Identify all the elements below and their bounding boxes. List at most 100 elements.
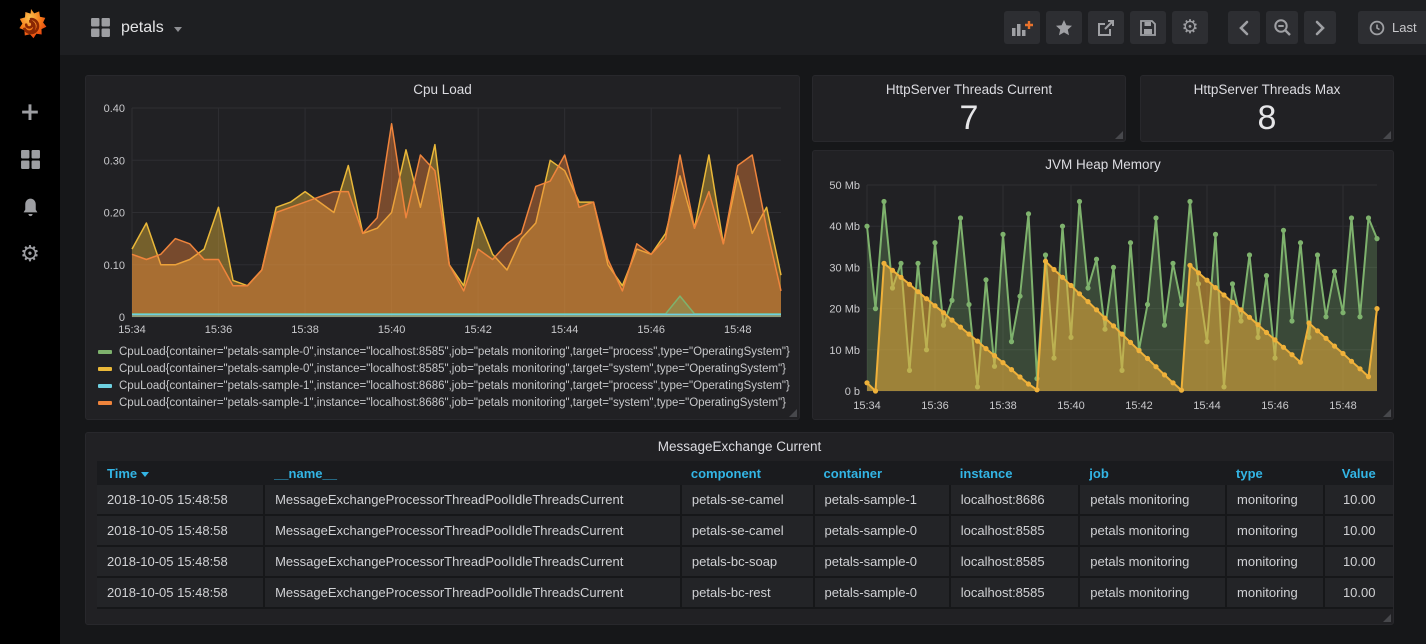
svg-text:0.30: 0.30 <box>104 155 125 167</box>
jvm-heap-chart[interactable]: 0 b10 Mb20 Mb30 Mb40 Mb50 Mb15:3415:3615… <box>821 177 1387 415</box>
column-header-type[interactable]: type <box>1226 461 1324 485</box>
panel-title-jvm-heap[interactable]: JVM Heap Memory <box>813 151 1393 177</box>
table-cell: monitoring <box>1226 515 1324 546</box>
panel-resize-handle[interactable] <box>1115 131 1123 139</box>
dashboards-grid-icon[interactable] <box>10 146 50 172</box>
star-button[interactable] <box>1046 11 1082 44</box>
sort-desc-icon <box>141 472 149 477</box>
legend-label: CpuLoad{container="petals-sample-0",inst… <box>119 346 790 358</box>
dashboard-title[interactable]: petals <box>121 19 164 37</box>
column-header-container[interactable]: container <box>814 461 950 485</box>
legend-swatch-icon <box>98 401 112 405</box>
threads-current-panel: HttpServer Threads Current 7 <box>812 75 1126 142</box>
svg-text:20 Mb: 20 Mb <box>829 304 860 316</box>
svg-text:15:40: 15:40 <box>378 324 406 336</box>
svg-text:0: 0 <box>119 312 125 324</box>
svg-text:15:40: 15:40 <box>1057 400 1085 412</box>
time-range-label: Last <box>1392 20 1417 35</box>
svg-text:0 b: 0 b <box>845 386 860 398</box>
svg-text:15:42: 15:42 <box>464 324 492 336</box>
move-back-button[interactable] <box>1228 11 1260 44</box>
legend-item[interactable]: CpuLoad{container="petals-sample-1",inst… <box>98 394 799 411</box>
legend-swatch-icon <box>98 367 112 371</box>
column-header-instance[interactable]: instance <box>950 461 1080 485</box>
sidebar: +⚙ <box>0 0 60 644</box>
table-cell: monitoring <box>1226 546 1324 577</box>
alerting-bell-icon[interactable] <box>10 194 50 220</box>
cpu-load-panel: Cpu Load 00.100.200.300.4015:3415:3615:3… <box>85 75 800 420</box>
table-cell: MessageExchangeProcessorThreadPoolIdleTh… <box>264 546 681 577</box>
panel-resize-handle[interactable] <box>1383 614 1391 622</box>
table-cell: petals monitoring <box>1079 577 1226 608</box>
table-cell: petals-bc-soap <box>681 546 814 577</box>
table-cell: 2018-10-05 15:48:58 <box>97 546 264 577</box>
move-forward-button[interactable] <box>1304 11 1336 44</box>
settings-button[interactable]: ⚙ <box>1172 11 1208 44</box>
panel-resize-handle[interactable] <box>789 409 797 417</box>
svg-text:15:48: 15:48 <box>1329 400 1357 412</box>
panel-resize-handle[interactable] <box>1383 409 1391 417</box>
svg-text:15:44: 15:44 <box>1193 400 1221 412</box>
table-cell: monitoring <box>1226 577 1324 608</box>
table-cell: petals monitoring <box>1079 546 1226 577</box>
settings-gear-icon[interactable]: ⚙ <box>10 242 50 268</box>
threads-current-value: 7 <box>813 100 1125 136</box>
threads-max-panel: HttpServer Threads Max 8 <box>1140 75 1394 142</box>
save-button[interactable] <box>1130 11 1166 44</box>
time-range-button[interactable]: Last <box>1358 11 1426 44</box>
svg-text:15:36: 15:36 <box>205 324 233 336</box>
table-cell: petals-sample-0 <box>814 546 950 577</box>
svg-text:0.40: 0.40 <box>104 103 125 115</box>
column-header-time[interactable]: Time <box>97 461 264 485</box>
grafana-logo-icon[interactable] <box>13 8 49 46</box>
svg-text:10 Mb: 10 Mb <box>829 345 860 357</box>
legend-item[interactable]: CpuLoad{container="petals-sample-0",inst… <box>98 360 799 377</box>
table-cell: petals-se-camel <box>681 515 814 546</box>
table-cell: petals-sample-0 <box>814 515 950 546</box>
table-cell: petals-sample-0 <box>814 577 950 608</box>
legend-swatch-icon <box>98 384 112 388</box>
table-cell: localhost:8585 <box>950 515 1080 546</box>
svg-text:50 Mb: 50 Mb <box>829 180 860 192</box>
share-button[interactable] <box>1088 11 1124 44</box>
table-row: 2018-10-05 15:48:58MessageExchangeProces… <box>97 485 1393 515</box>
table-cell: petals-se-camel <box>681 485 814 515</box>
table-cell: monitoring <box>1226 485 1324 515</box>
column-header-value[interactable]: Value <box>1324 461 1393 485</box>
svg-text:15:48: 15:48 <box>724 324 752 336</box>
svg-text:0.10: 0.10 <box>104 260 125 272</box>
message-exchange-panel: MessageExchange Current Time__name__comp… <box>85 432 1394 625</box>
navbar: petals ⚙ Last <box>60 0 1426 55</box>
table-cell: 10.00 <box>1324 546 1393 577</box>
svg-text:15:46: 15:46 <box>1261 400 1289 412</box>
column-header-component[interactable]: component <box>681 461 814 485</box>
legend-label: CpuLoad{container="petals-sample-1",inst… <box>119 380 790 392</box>
table-cell: petals-sample-1 <box>814 485 950 515</box>
table-cell: 2018-10-05 15:48:58 <box>97 485 264 515</box>
dashboard-grid-icon <box>90 17 111 38</box>
table-cell: petals monitoring <box>1079 515 1226 546</box>
svg-text:40 Mb: 40 Mb <box>829 221 860 233</box>
svg-text:15:34: 15:34 <box>853 400 881 412</box>
legend-item[interactable]: CpuLoad{container="petals-sample-1",inst… <box>98 377 799 394</box>
cpu-load-chart[interactable]: 00.100.200.300.4015:3415:3615:3815:4015:… <box>94 102 793 339</box>
legend-item[interactable]: CpuLoad{container="petals-sample-0",inst… <box>98 343 799 360</box>
table-cell: 10.00 <box>1324 577 1393 608</box>
table-row: 2018-10-05 15:48:58MessageExchangeProces… <box>97 515 1393 546</box>
panel-title-cpu-load[interactable]: Cpu Load <box>86 76 799 102</box>
panel-title-message-exchange[interactable]: MessageExchange Current <box>86 433 1393 459</box>
svg-text:15:46: 15:46 <box>637 324 665 336</box>
panel-resize-handle[interactable] <box>1383 131 1391 139</box>
add-panel-button[interactable] <box>1004 11 1040 44</box>
table-cell: 2018-10-05 15:48:58 <box>97 515 264 546</box>
plus-icon[interactable]: + <box>10 98 50 124</box>
column-header-name[interactable]: __name__ <box>264 461 681 485</box>
table-cell: petals-bc-rest <box>681 577 814 608</box>
chevron-down-icon <box>174 27 182 32</box>
table-row: 2018-10-05 15:48:58MessageExchangeProces… <box>97 546 1393 577</box>
svg-text:15:42: 15:42 <box>1125 400 1153 412</box>
column-header-job[interactable]: job <box>1079 461 1226 485</box>
table-cell: 10.00 <box>1324 485 1393 515</box>
zoom-out-button[interactable] <box>1266 11 1298 44</box>
table-cell: MessageExchangeProcessorThreadPoolIdleTh… <box>264 515 681 546</box>
